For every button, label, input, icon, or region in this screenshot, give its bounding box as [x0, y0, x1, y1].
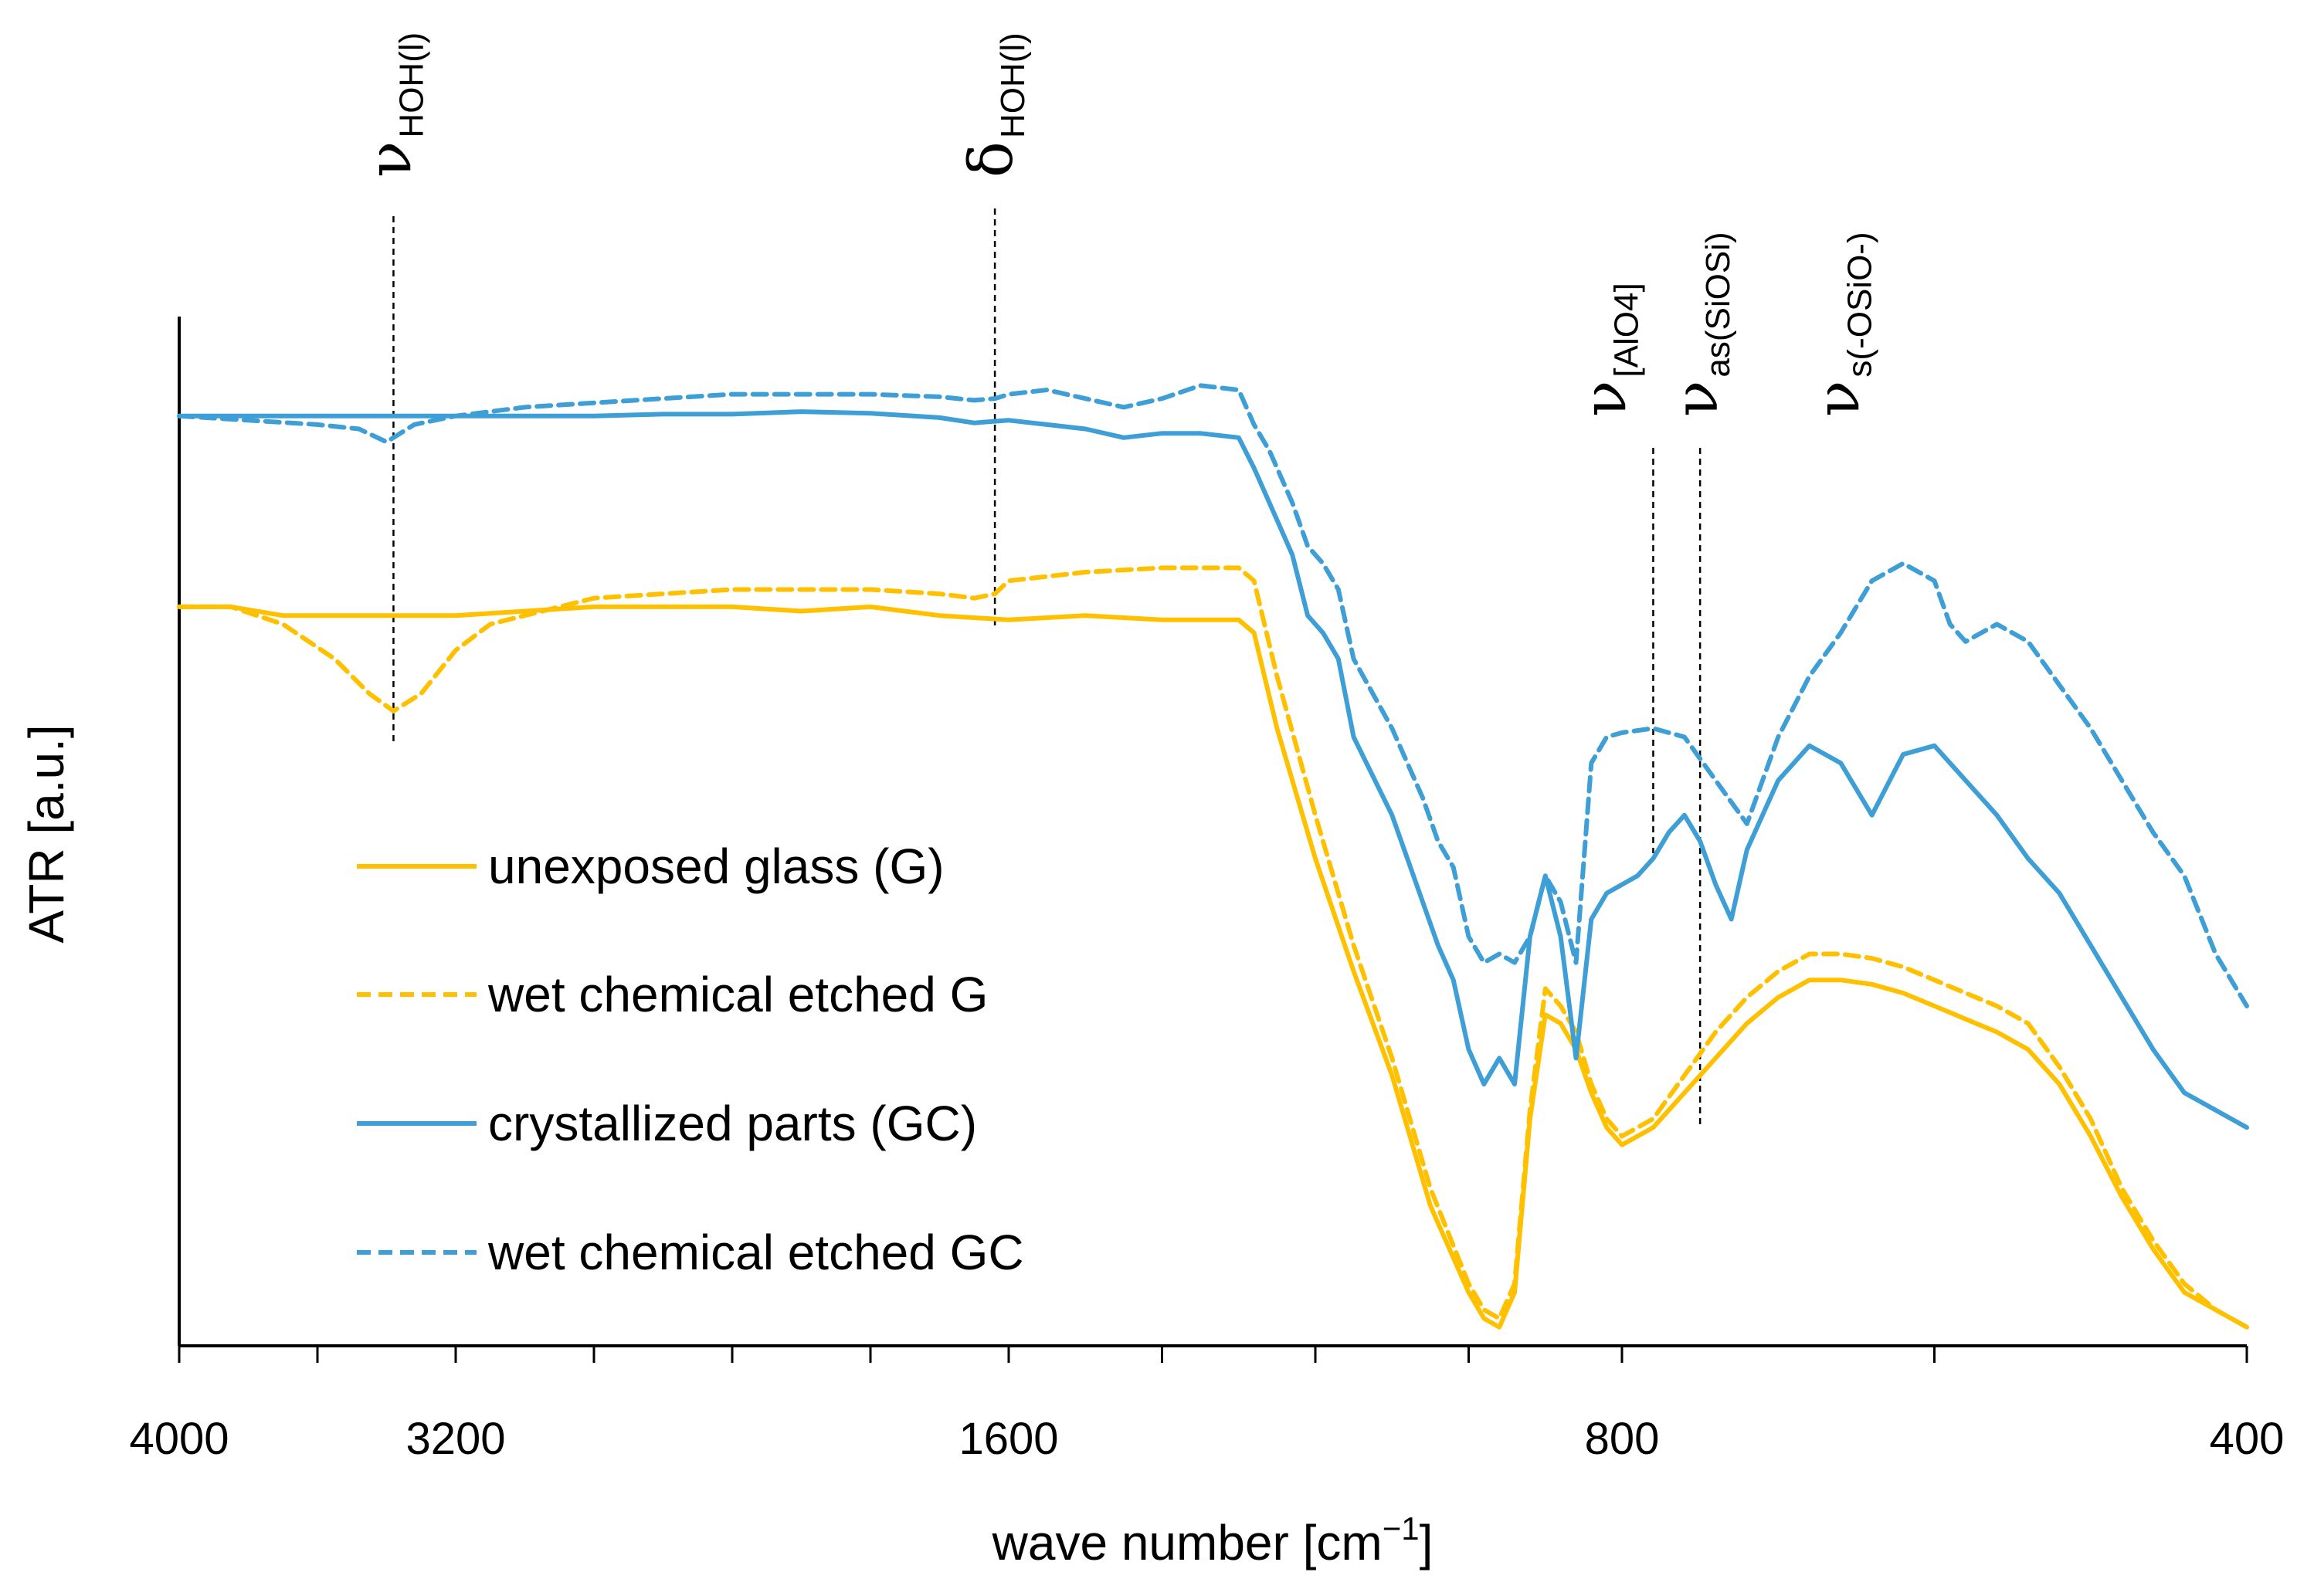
annotation-subscript-4: s(-OSiO-): [1841, 232, 1878, 377]
x-tick-label-3200: 3200: [405, 1414, 505, 1464]
annotation-subscript-3: as(SiOSi): [1699, 232, 1737, 377]
annotation-label-0: νHOH(l): [355, 32, 430, 178]
annotation-subscript-0: HOH(l): [392, 32, 430, 138]
annotation-1: δHOH(l): [957, 32, 1032, 629]
series-lines: [177, 383, 2249, 1330]
x-axis-title-end: ]: [1420, 1515, 1434, 1571]
legend-label-1: wet chemical etched G: [487, 967, 988, 1022]
y-axis-title: ATR [a.u.]: [19, 724, 74, 943]
band-annotations: νHOH(l)δHOH(l)ν[AlO4]νas(SiOSi)νs(-OSiO-…: [355, 32, 1878, 1127]
x-axis-ticks: [178, 1346, 2248, 1363]
legend-item-0: unexposed glass (G): [357, 839, 945, 894]
annotation-4: ν s(-OSiO-): [1803, 232, 1878, 417]
annotation-subscript-2: [AlO4]: [1607, 283, 1645, 377]
x-tick-label-4000: 4000: [129, 1414, 229, 1464]
legend-item-2: crystallized parts (GC): [357, 1096, 977, 1151]
series-line-1: [177, 565, 2249, 1330]
legend-label-0: unexposed glass (G): [488, 839, 945, 894]
x-tick-label-400: 400: [2210, 1414, 2285, 1464]
annotation-label-3: ν as(SiOSi): [1662, 232, 1737, 417]
annotation-3: ν as(SiOSi): [1662, 232, 1737, 1127]
series-line-2: [177, 409, 2249, 1130]
annotation-symbol-4: ν: [1803, 381, 1873, 417]
annotation-0: νHOH(l): [355, 32, 430, 741]
x-tick-label-800: 800: [1585, 1414, 1660, 1464]
legend-item-3: wet chemical etched GC: [357, 1225, 1024, 1280]
annotation-label-1: δHOH(l): [957, 32, 1032, 178]
annotation-label-2: ν [AlO4]: [1570, 283, 1645, 417]
annotation-subscript-1: HOH(l): [994, 32, 1032, 138]
series-line-3: [177, 383, 2249, 1008]
annotation-label-4: ν s(-OSiO-): [1803, 232, 1878, 417]
legend: unexposed glass (G) wet chemical etched G…: [357, 839, 1024, 1280]
annotation-symbol-2: ν: [1570, 381, 1640, 417]
x-axis-title-sup: −1: [1383, 1510, 1420, 1547]
legend-label-3: wet chemical etched GC: [487, 1225, 1024, 1280]
legend-label-2: crystallized parts (GC): [488, 1096, 977, 1151]
x-axis-tick-labels: 4000 3200 1600 800 400: [129, 1414, 2284, 1464]
annotation-symbol-3: ν: [1662, 381, 1732, 417]
x-axis-title: wave number [cm−1]: [992, 1510, 1434, 1571]
legend-item-1: wet chemical etched G: [357, 967, 988, 1022]
x-axis-title-main: wave number [cm: [992, 1515, 1383, 1571]
annotation-symbol-1: δ: [957, 141, 1026, 178]
annotation-symbol-0: ν: [355, 141, 425, 178]
x-tick-label-1600: 1600: [959, 1414, 1058, 1464]
annotation-2: ν [AlO4]: [1570, 283, 1654, 853]
